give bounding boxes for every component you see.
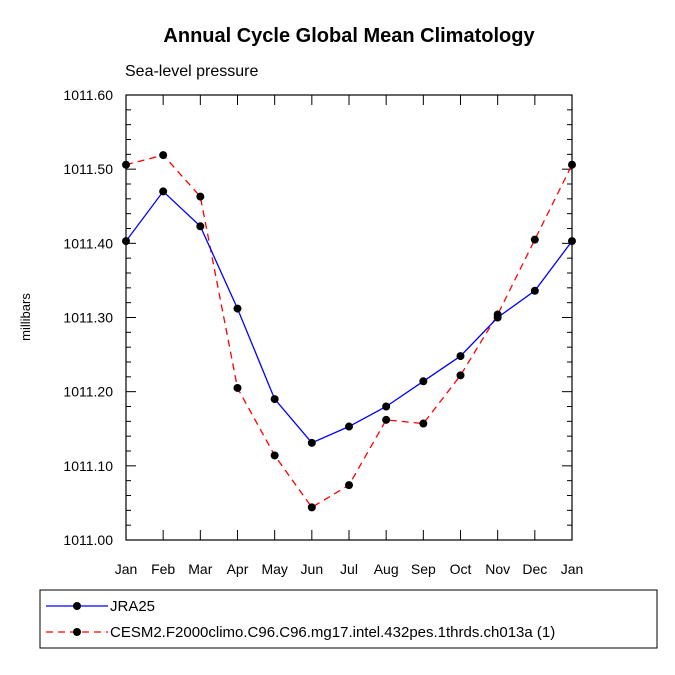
data-point-cesm2 (456, 371, 465, 380)
x-tick-label: Jan (561, 561, 584, 577)
data-point-cesm2 (122, 160, 130, 169)
y-tick-label: 1011.10 (63, 458, 113, 474)
legend-marker-cesm2 (73, 628, 81, 636)
x-tick-label: Oct (450, 561, 472, 577)
x-tick-label: Jul (340, 561, 358, 577)
data-point-jra25 (382, 402, 391, 411)
y-tick-label: 1011.50 (63, 161, 113, 177)
chart-subtitle: Sea-level pressure (125, 63, 259, 80)
plot-frame (125, 94, 573, 541)
legend: JRA25 CESM2.F2000climo.C96.C96.mg17.intel… (39, 589, 658, 649)
x-tick-label: Jun (301, 561, 324, 577)
data-point-jra25 (159, 187, 168, 196)
y-tick-label: 1011.40 (63, 235, 113, 251)
axis-ticks (125, 94, 573, 541)
legend-label-cesm2: CESM2.F2000climo.C96.C96.mg17.intel.432p… (110, 624, 555, 641)
data-point-cesm2 (345, 481, 353, 490)
legend-marker-jra25 (73, 602, 81, 610)
data-point-cesm2 (270, 451, 279, 460)
x-tick-label: Feb (151, 561, 175, 577)
data-point-jra25 (233, 304, 242, 313)
x-tick-label: Dec (522, 561, 547, 577)
x-tick-label: Apr (227, 561, 249, 577)
data-point-cesm2 (530, 235, 539, 244)
data-point-jra25 (456, 352, 465, 361)
series-line-cesm2 (125, 154, 573, 509)
x-tick-label: Aug (374, 561, 399, 577)
legend-label-jra25: JRA25 (110, 598, 155, 615)
x-tick-label: May (261, 561, 287, 577)
x-tick-label: Sep (411, 561, 436, 577)
data-point-jra25 (568, 237, 576, 246)
series-line-jra25 (125, 190, 573, 444)
data-point-jra25 (493, 313, 502, 322)
data-point-jra25 (270, 395, 279, 404)
data-point-cesm2 (233, 383, 242, 392)
data-point-cesm2 (196, 192, 205, 201)
y-tick-label: 1011.30 (63, 310, 113, 326)
chart-title: Annual Cycle Global Mean Climatology (163, 25, 535, 47)
legend-box (39, 589, 658, 649)
x-tick-label: Jan (115, 561, 138, 577)
x-tick-label: Nov (485, 561, 510, 577)
data-point-cesm2 (419, 419, 428, 428)
y-tick-label: 1011.60 (63, 87, 113, 103)
data-point-cesm2 (568, 160, 576, 169)
data-point-cesm2 (307, 503, 316, 512)
data-point-jra25 (345, 422, 353, 431)
x-tick-label: Mar (188, 561, 212, 577)
data-point-jra25 (419, 377, 428, 386)
data-point-jra25 (122, 237, 130, 246)
data-point-cesm2 (159, 151, 168, 160)
data-point-jra25 (530, 286, 539, 295)
tick-labels: 1011.00 1011.10 1011.20 1011.30 1011.40 1011.… (63, 87, 583, 577)
y-tick-label: 1011.00 (63, 532, 113, 548)
data-point-cesm2 (382, 415, 391, 424)
data-point-jra25 (196, 222, 205, 231)
y-tick-label: 1011.20 (63, 384, 113, 400)
data-point-jra25 (307, 438, 316, 447)
y-axis-title: millibars (18, 293, 33, 341)
series-group (122, 151, 576, 512)
